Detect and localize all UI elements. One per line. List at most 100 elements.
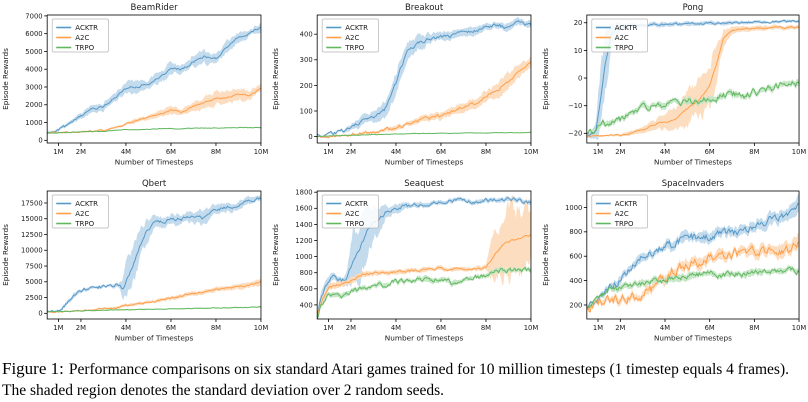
x-tick-label: 2M [615, 148, 625, 156]
x-axis: 1M 2M 4M 6M 8M 10M Number of Timesteps [53, 319, 268, 342]
series-lines [586, 203, 800, 313]
legend-label-acktr: ACKTR [75, 199, 98, 208]
y-tick-label: 7000 [25, 12, 42, 20]
x-tick-label: 2M [615, 324, 625, 332]
chart-beamrider: BeamRider 1M 2M 4M 6M 8M 10M Number of Timestep… [0, 0, 270, 176]
y-tick-label: 3000 [25, 83, 42, 91]
y-tick-label: 15000 [21, 215, 43, 223]
seaquest-plot: Seaquest 1M 2M 4M 6M 8M 10M Number of Timesteps… [271, 179, 538, 342]
y-tick-label: 1000 [295, 253, 312, 261]
chart-title: Pong [683, 2, 704, 12]
y-tick-label: 5000 [25, 278, 42, 286]
chart-seaquest: Seaquest 1M 2M 4M 6M 8M 10M Number of Timesteps… [270, 176, 540, 352]
plot-border [316, 190, 532, 320]
band-trpo [586, 265, 800, 311]
chart-spaceinvaders: SpaceInvaders 1M 2M 4M 6M 8M 10M Number of Time… [540, 176, 808, 352]
legend-label-trpo: TRPO [344, 43, 364, 52]
x-tick-label: 4M [121, 148, 131, 156]
y-tick-label: 100 [300, 107, 313, 115]
chart-title: BeamRider [131, 3, 179, 13]
y-axis-label: Episode Rewards [271, 224, 280, 286]
x-tick-label: 1M [593, 148, 603, 156]
chart-breakout: Breakout 1M 2M 4M 6M 8M 10M Number of Timesteps… [270, 0, 540, 176]
y-tick-label: 300 [300, 56, 313, 64]
x-tick-label: 8M [481, 148, 491, 156]
x-tick-label: 6M [705, 324, 715, 332]
line-acktr [317, 197, 531, 317]
plot-border [46, 190, 262, 320]
qbert-plot: Qbert 1M 2M 4M 6M 8M 10M Number of Timesteps 0 25… [1, 179, 268, 342]
figure-caption: Figure 1: Performance comparisons on six … [2, 358, 806, 401]
x-tick-label: 6M [705, 148, 715, 156]
x-tick-label: 6M [166, 324, 176, 332]
y-axis-label: Episode Rewards [541, 224, 550, 286]
y-axis-label: Episode Rewards [271, 48, 280, 110]
x-axis: 1M 2M 4M 6M 8M 10M Number of Timesteps [323, 319, 538, 342]
legend-label-a2c: A2C [345, 209, 359, 218]
y-tick-label: 20 [574, 19, 583, 27]
y-tick-label: 800 [569, 228, 582, 236]
line-trpo [586, 266, 800, 310]
y-tick-label: 800 [300, 269, 313, 277]
beamrider-plot: BeamRider 1M 2M 4M 6M 8M 10M Number of Timestep… [1, 3, 268, 166]
y-axis: 400 600 800 1000 1200 1400 1600 1800 Episode Rew… [271, 189, 318, 309]
y-axis-label: Episode Rewards [1, 224, 10, 286]
x-tick-label: 10M [254, 324, 269, 332]
x-axis: 1M 2M 4M 6M 8M 10M Number of Timesteps [53, 143, 268, 166]
line-a2c [317, 61, 531, 139]
y-tick-label: 400 [569, 277, 582, 285]
band-acktr [47, 22, 261, 134]
legend: ACKTR A2C TRPO [591, 18, 648, 53]
x-tick-label: 10M [254, 148, 269, 156]
line-a2c [586, 241, 800, 313]
line-acktr [47, 196, 261, 313]
chart-title: SpaceInvaders [662, 178, 724, 188]
line-trpo [586, 80, 800, 135]
y-tick-label: 10000 [21, 247, 43, 255]
x-tick-label: 10M [524, 324, 539, 332]
y-tick-label: 200 [300, 82, 313, 90]
x-axis-label: Number of Timesteps [385, 334, 464, 343]
band-acktr [47, 195, 261, 312]
chart-title: Seaquest [404, 179, 444, 189]
y-tick-label: 1000 [565, 204, 582, 212]
line-acktr [317, 19, 531, 138]
y-tick-label: 0 [38, 137, 42, 145]
y-tick-label: 12500 [21, 231, 43, 239]
x-tick-label: 8M [749, 148, 759, 156]
x-tick-label: 10M [792, 324, 807, 332]
x-tick-label: 4M [391, 148, 401, 156]
y-tick-label: 1800 [295, 189, 312, 197]
legend-label-acktr: ACKTR [615, 24, 638, 32]
x-axis-label: Number of Timesteps [654, 333, 732, 342]
plot-border [316, 14, 532, 144]
charts-grid: BeamRider 1M 2M 4M 6M 8M 10M Number of Timestep… [0, 0, 808, 352]
x-tick-label: 8M [749, 324, 759, 332]
line-trpo [47, 306, 261, 313]
legend-label-acktr: ACKTR [345, 199, 368, 208]
chart-title: Qbert [142, 179, 167, 189]
x-axis-label: Number of Timesteps [385, 158, 464, 167]
x-tick-label: 6M [166, 148, 176, 156]
y-tick-label: 0 [308, 133, 312, 141]
legend-label-a2c: A2C [615, 34, 629, 42]
legend-label-acktr: ACKTR [615, 200, 638, 208]
line-trpo [47, 126, 261, 134]
line-acktr [586, 203, 800, 310]
y-tick-label: 600 [300, 285, 313, 293]
x-axis: 1M 2M 4M 6M 8M 10M Number of Timesteps [593, 143, 806, 167]
y-axis: 0 100 200 300 400 Episode Rewards [271, 31, 318, 141]
y-axis: −20 −10 0 10 20 Episode Rewards [541, 19, 587, 138]
legend-label-trpo: TRPO [614, 44, 634, 52]
band-trpo [317, 266, 531, 319]
chart-qbert: Qbert 1M 2M 4M 6M 8M 10M Number of Timesteps 0 25… [0, 176, 270, 352]
chart-pong: Pong 1M 2M 4M 6M 8M 10M Number of Timesteps −20−… [540, 0, 808, 176]
x-tick-label: 8M [211, 148, 221, 156]
line-a2c [317, 234, 531, 317]
